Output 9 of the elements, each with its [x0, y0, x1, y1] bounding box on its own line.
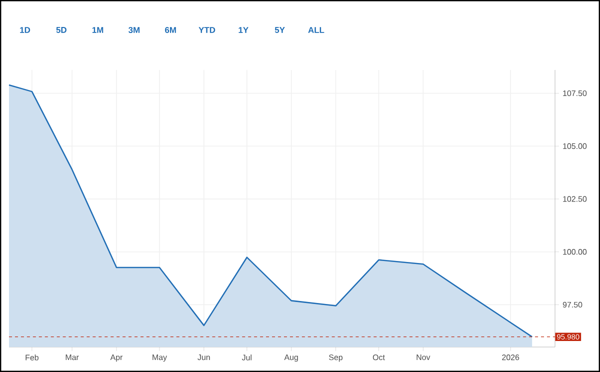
text: 1Y	[238, 27, 248, 33]
text: 3M	[128, 27, 140, 34]
text: 5Y	[274, 27, 285, 33]
text: ALL	[308, 27, 324, 33]
text: 1M	[92, 27, 104, 33]
text: 1D	[20, 27, 30, 33]
text: YTD	[198, 27, 216, 33]
text: 5D	[56, 27, 66, 33]
text: 6M	[165, 27, 176, 33]
